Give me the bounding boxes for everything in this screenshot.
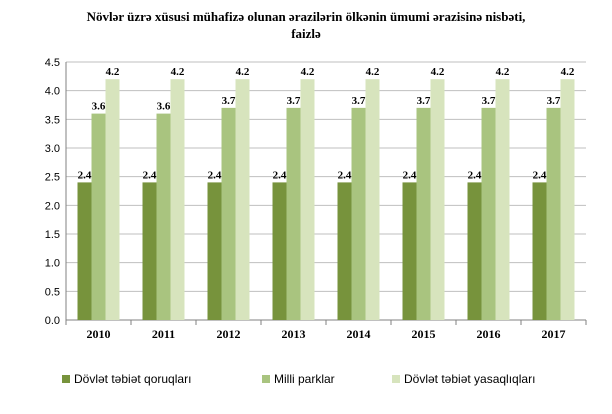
bar [91, 113, 106, 320]
data-label: 2.4 [273, 169, 287, 181]
y-tick-label: 4.0 [45, 86, 60, 98]
bar [207, 182, 222, 320]
legend-swatch [262, 375, 270, 383]
bar [77, 182, 92, 320]
x-tick-label: 2015 [412, 327, 436, 341]
data-label: 2.4 [78, 169, 92, 181]
chart-title-line-2: faizlə [291, 26, 321, 41]
chart-title: Növlər üzrə xüsusi mühafizə olunan ərazi… [40, 8, 572, 42]
y-tick-label: 4.5 [45, 57, 60, 69]
bar [142, 182, 157, 320]
y-tick-label: 1.5 [45, 229, 60, 241]
data-label: 3.7 [352, 95, 366, 107]
bar [416, 107, 431, 320]
data-label: 3.7 [482, 95, 496, 107]
data-label: 3.7 [222, 95, 236, 107]
legend-label: Milli parklar [274, 372, 335, 386]
data-label: 2.4 [338, 169, 352, 181]
bar [221, 107, 236, 320]
data-label: 3.6 [157, 101, 171, 113]
data-label: 3.7 [417, 95, 431, 107]
bar [337, 182, 352, 320]
y-tick-label: 2.5 [45, 172, 60, 184]
y-tick-label: 1.0 [45, 258, 60, 270]
y-tick-label: 3.0 [45, 143, 60, 155]
data-label: 4.2 [106, 66, 120, 78]
x-tick-label: 2017 [542, 327, 566, 341]
legend-label: Dövlət təbiət yasaqlıqları [404, 372, 535, 386]
bar [560, 79, 575, 320]
bar [351, 107, 366, 320]
data-label: 2.4 [143, 169, 157, 181]
bar [467, 182, 482, 320]
x-tick-label: 2014 [347, 327, 371, 341]
data-label: 2.4 [403, 169, 417, 181]
bar [235, 79, 250, 320]
y-tick-label: 3.5 [45, 114, 60, 126]
bar [365, 79, 380, 320]
data-label: 4.2 [366, 66, 380, 78]
x-tick-label: 2012 [217, 327, 241, 341]
data-label: 3.7 [287, 95, 301, 107]
data-label: 4.2 [171, 66, 185, 78]
x-tick-label: 2016 [477, 327, 501, 341]
chart-title-line-1: Növlər üzrə xüsusi mühafizə olunan ərazi… [86, 9, 526, 24]
data-label: 4.2 [431, 66, 445, 78]
x-tick-label: 2013 [282, 327, 306, 341]
bar [402, 182, 417, 320]
x-tick-label: 2011 [152, 327, 175, 341]
bar [495, 79, 510, 320]
bar [546, 107, 561, 320]
data-label: 4.2 [301, 66, 315, 78]
bar [105, 79, 120, 320]
legend-swatch [392, 375, 400, 383]
y-tick-label: 0.0 [45, 315, 60, 327]
bar [286, 107, 301, 320]
bar [481, 107, 496, 320]
data-label: 2.4 [533, 169, 547, 181]
bar [430, 79, 445, 320]
y-tick-label: 0.5 [45, 286, 60, 298]
data-label: 2.4 [208, 169, 222, 181]
bar [272, 182, 287, 320]
data-label: 4.2 [561, 66, 575, 78]
data-label: 4.2 [496, 66, 510, 78]
legend-label: Dövlət təbiət qoruqları [74, 372, 191, 386]
x-tick-label: 2010 [87, 327, 111, 341]
data-label: 3.7 [547, 95, 561, 107]
bar [156, 113, 171, 320]
data-label: 2.4 [468, 169, 482, 181]
bar [170, 79, 185, 320]
bar [532, 182, 547, 320]
data-label: 4.2 [236, 66, 250, 78]
data-label: 3.6 [92, 101, 106, 113]
legend-swatch [62, 375, 70, 383]
y-tick-label: 2.0 [45, 200, 60, 212]
bar [300, 79, 315, 320]
